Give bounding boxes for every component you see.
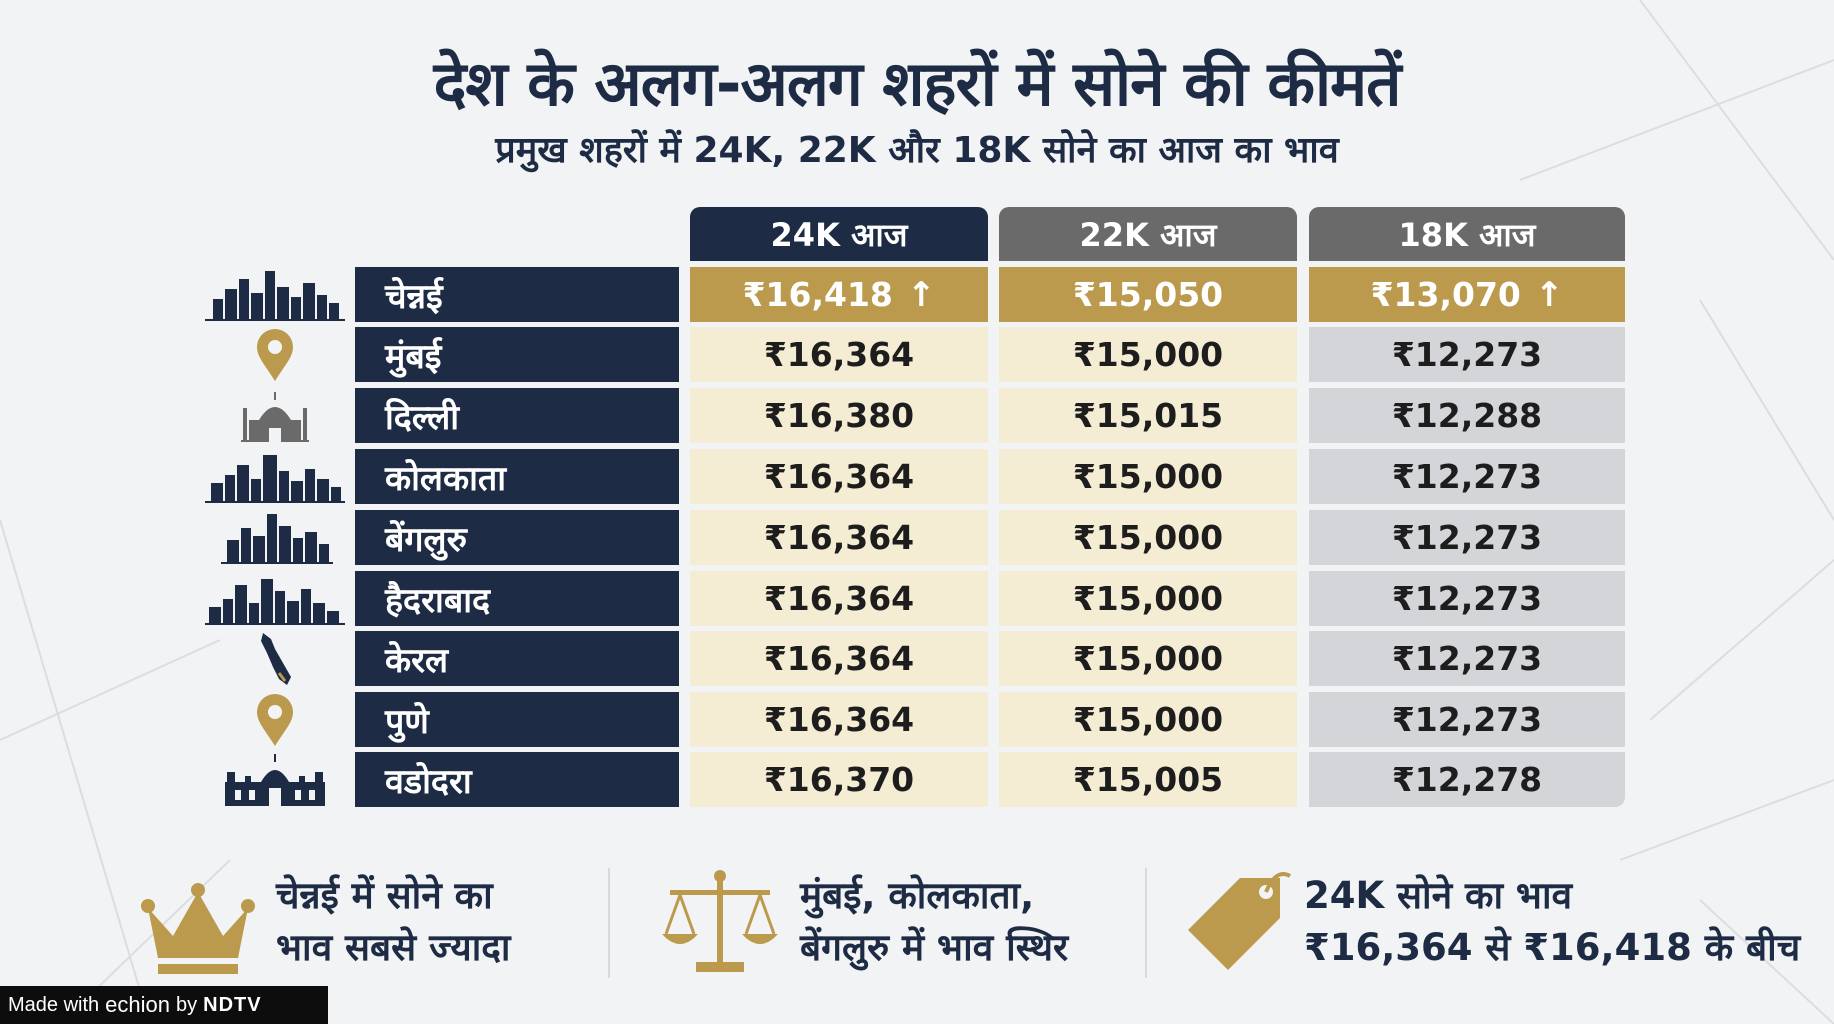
location-pin-icon bbox=[257, 694, 293, 746]
made-with-badge: Made with echion by NDTV bbox=[0, 986, 328, 1024]
city-name: कोलकाता bbox=[355, 449, 679, 504]
column-header-22k: 22K आज bbox=[999, 207, 1297, 261]
price-18k: ₹12,273 bbox=[1309, 510, 1625, 565]
city-name: दिल्ली bbox=[355, 388, 679, 443]
skyline-icon bbox=[205, 271, 345, 321]
table-row: पुणे ₹16,364 ₹15,000 ₹12,273 bbox=[0, 692, 1834, 747]
city-name: वडोदरा bbox=[355, 752, 679, 807]
table-row: चेन्नई ₹16,418 ↑ ₹15,050 ₹13,070 ↑ bbox=[0, 267, 1834, 322]
palace-icon bbox=[225, 754, 325, 806]
city-name: पुणे bbox=[355, 692, 679, 747]
price-18k: ₹12,278 bbox=[1309, 752, 1625, 807]
table-row: हैदराबाद ₹16,364 ₹15,000 ₹12,273 bbox=[0, 571, 1834, 626]
price-24k: ₹16,364 bbox=[690, 327, 988, 382]
city-name: हैदराबाद bbox=[355, 571, 679, 626]
price-tag-icon bbox=[1188, 872, 1291, 970]
badge-network: NDTV bbox=[203, 993, 262, 1016]
footer-note-highest: चेन्नई में सोने का भाव सबसे ज्यादा bbox=[138, 868, 578, 978]
divider bbox=[608, 868, 610, 978]
skyline-icon bbox=[221, 514, 333, 564]
city-name: केरल bbox=[355, 631, 679, 686]
price-22k: ₹15,000 bbox=[999, 571, 1297, 626]
price-24k: ₹16,364 bbox=[690, 692, 988, 747]
footer-note-range: 24K सोने का भाव ₹16,364 से ₹16,418 के बी… bbox=[1180, 868, 1820, 978]
note-line-1: मुंबई, कोलकाता, bbox=[800, 874, 1035, 917]
kerala-map-icon bbox=[261, 633, 291, 685]
table-row: मुंबई ₹16,364 ₹15,000 ₹12,273 bbox=[0, 327, 1834, 382]
monument-icon bbox=[241, 392, 309, 442]
column-header-24k: 24K आज bbox=[690, 207, 988, 261]
price-18k: ₹12,273 bbox=[1309, 449, 1625, 504]
city-name: मुंबई bbox=[355, 327, 679, 382]
skyline-icon bbox=[205, 579, 345, 625]
price-22k: ₹15,015 bbox=[999, 388, 1297, 443]
price-24k: ₹16,364 bbox=[690, 571, 988, 626]
note-line-2: ₹16,364 से ₹16,418 के बीच bbox=[1304, 926, 1801, 969]
note-line-2: बेंगलुरु में भाव स्थिर bbox=[800, 926, 1069, 969]
city-name: चेन्नई bbox=[355, 267, 679, 322]
price-18k: ₹12,273 bbox=[1309, 631, 1625, 686]
table-row: बेंगलुरु ₹16,364 ₹15,000 ₹12,273 bbox=[0, 510, 1834, 565]
price-24k: ₹16,418 ↑ bbox=[690, 267, 988, 322]
table-row: केरल ₹16,364 ₹15,000 ₹12,273 bbox=[0, 631, 1834, 686]
footer-note-stable: मुंबई, कोलकाता, बेंगलुरु में भाव स्थिर bbox=[660, 868, 1140, 978]
price-24k: ₹16,380 bbox=[690, 388, 988, 443]
price-18k: ₹12,273 bbox=[1309, 571, 1625, 626]
price-22k: ₹15,050 bbox=[999, 267, 1297, 322]
badge-made-with: Made with bbox=[8, 993, 100, 1016]
price-24k: ₹16,364 bbox=[690, 510, 988, 565]
price-22k: ₹15,005 bbox=[999, 752, 1297, 807]
price-24k: ₹16,364 bbox=[690, 449, 988, 504]
table-row: वडोदरा ₹16,370 ₹15,005 ₹12,278 bbox=[0, 752, 1834, 807]
price-18k: ₹12,273 bbox=[1309, 692, 1625, 747]
table-row: कोलकाता ₹16,364 ₹15,000 ₹12,273 bbox=[0, 449, 1834, 504]
arrow-up-icon: ↑ bbox=[906, 274, 936, 315]
price-22k: ₹15,000 bbox=[999, 510, 1297, 565]
price-24k: ₹16,370 bbox=[690, 752, 988, 807]
price-24k: ₹16,364 bbox=[690, 631, 988, 686]
page-title: देश के अलग-अलग शहरों में सोने की कीमतें bbox=[433, 47, 1402, 120]
divider bbox=[1145, 868, 1147, 978]
skyline-icon bbox=[205, 455, 345, 503]
note-line-1: 24K सोने का भाव bbox=[1304, 874, 1573, 917]
city-name: बेंगलुरु bbox=[355, 510, 679, 565]
note-line-1: चेन्नई में सोने का bbox=[276, 874, 493, 917]
page-subtitle: प्रमुख शहरों में 24K, 22K और 18K सोने का… bbox=[495, 130, 1339, 171]
arrow-up-icon: ↑ bbox=[1534, 274, 1564, 315]
badge-brand: echion bbox=[105, 992, 170, 1017]
location-pin-icon bbox=[257, 329, 293, 381]
price-18k: ₹12,273 bbox=[1309, 327, 1625, 382]
crown-icon bbox=[141, 883, 255, 974]
price-22k: ₹15,000 bbox=[999, 327, 1297, 382]
price-22k: ₹15,000 bbox=[999, 631, 1297, 686]
price-18k: ₹12,288 bbox=[1309, 388, 1625, 443]
price-18k: ₹13,070 ↑ bbox=[1309, 267, 1625, 322]
price-22k: ₹15,000 bbox=[999, 449, 1297, 504]
badge-by: by bbox=[176, 993, 198, 1016]
scales-icon bbox=[662, 870, 778, 972]
price-22k: ₹15,000 bbox=[999, 692, 1297, 747]
column-header-18k: 18K आज bbox=[1309, 207, 1625, 261]
note-line-2: भाव सबसे ज्यादा bbox=[276, 926, 511, 969]
table-row: दिल्ली ₹16,380 ₹15,015 ₹12,288 bbox=[0, 388, 1834, 443]
